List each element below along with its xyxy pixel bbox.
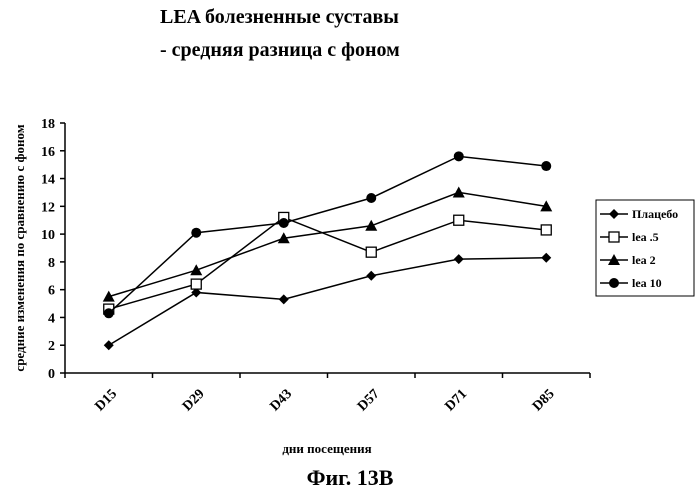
axes xyxy=(65,123,590,373)
data-point xyxy=(190,264,202,275)
x-axis-label: дни посещения xyxy=(282,441,371,456)
legend-label: lea 2 xyxy=(632,253,656,267)
x-axis-ticks: D15 D29 D43 D57 D71 D85 xyxy=(65,373,590,414)
data-point xyxy=(454,215,464,225)
series-line xyxy=(109,258,547,346)
x-tick-label: D43 xyxy=(267,387,295,415)
x-tick-label: D57 xyxy=(355,387,383,415)
data-point xyxy=(191,228,201,238)
y-tick-label: 6 xyxy=(48,284,55,299)
y-tick-label: 0 xyxy=(48,367,55,382)
legend-marker xyxy=(609,232,619,242)
data-point xyxy=(279,294,289,304)
series-line xyxy=(109,192,547,296)
x-tick-label: D29 xyxy=(180,387,208,415)
y-tick-label: 12 xyxy=(41,200,55,215)
data-point xyxy=(104,340,114,350)
y-tick-label: 4 xyxy=(48,311,55,326)
x-tick-label: D71 xyxy=(442,387,470,415)
data-point xyxy=(191,279,201,289)
data-point xyxy=(541,225,551,235)
y-tick-label: 14 xyxy=(41,173,55,188)
legend-label: lea 10 xyxy=(632,276,662,290)
data-point xyxy=(453,186,465,197)
series-group xyxy=(103,151,553,350)
data-point xyxy=(366,193,376,203)
y-tick-label: 18 xyxy=(41,117,55,132)
data-point xyxy=(365,220,377,231)
x-tick-label: D15 xyxy=(92,387,120,415)
legend-label: lea .5 xyxy=(632,230,659,244)
y-axis-label: средние изменения по сравнению с фоном xyxy=(12,124,27,371)
data-point xyxy=(541,161,551,171)
legend: Плацебо lea .5 lea 2 lea 10 xyxy=(596,200,694,296)
y-tick-label: 8 xyxy=(48,256,55,271)
data-point xyxy=(104,308,114,318)
data-point xyxy=(454,254,464,264)
legend-label: Плацебо xyxy=(632,207,678,221)
data-point xyxy=(366,247,376,257)
legend-marker xyxy=(609,278,619,288)
data-point xyxy=(279,218,289,228)
series-line xyxy=(109,217,547,309)
data-point xyxy=(454,151,464,161)
x-tick-label: D85 xyxy=(530,387,558,415)
y-tick-label: 2 xyxy=(48,339,55,354)
data-point xyxy=(366,271,376,281)
series-3 xyxy=(103,186,553,301)
data-point xyxy=(541,253,551,263)
y-tick-label: 16 xyxy=(41,145,55,160)
y-axis-ticks: 0 2 4 6 8 10 12 14 16 18 xyxy=(41,117,65,382)
series-2 xyxy=(104,212,552,314)
series-1 xyxy=(104,253,552,351)
figure-caption: Фиг. 13B xyxy=(0,465,700,491)
y-tick-label: 10 xyxy=(41,228,55,243)
